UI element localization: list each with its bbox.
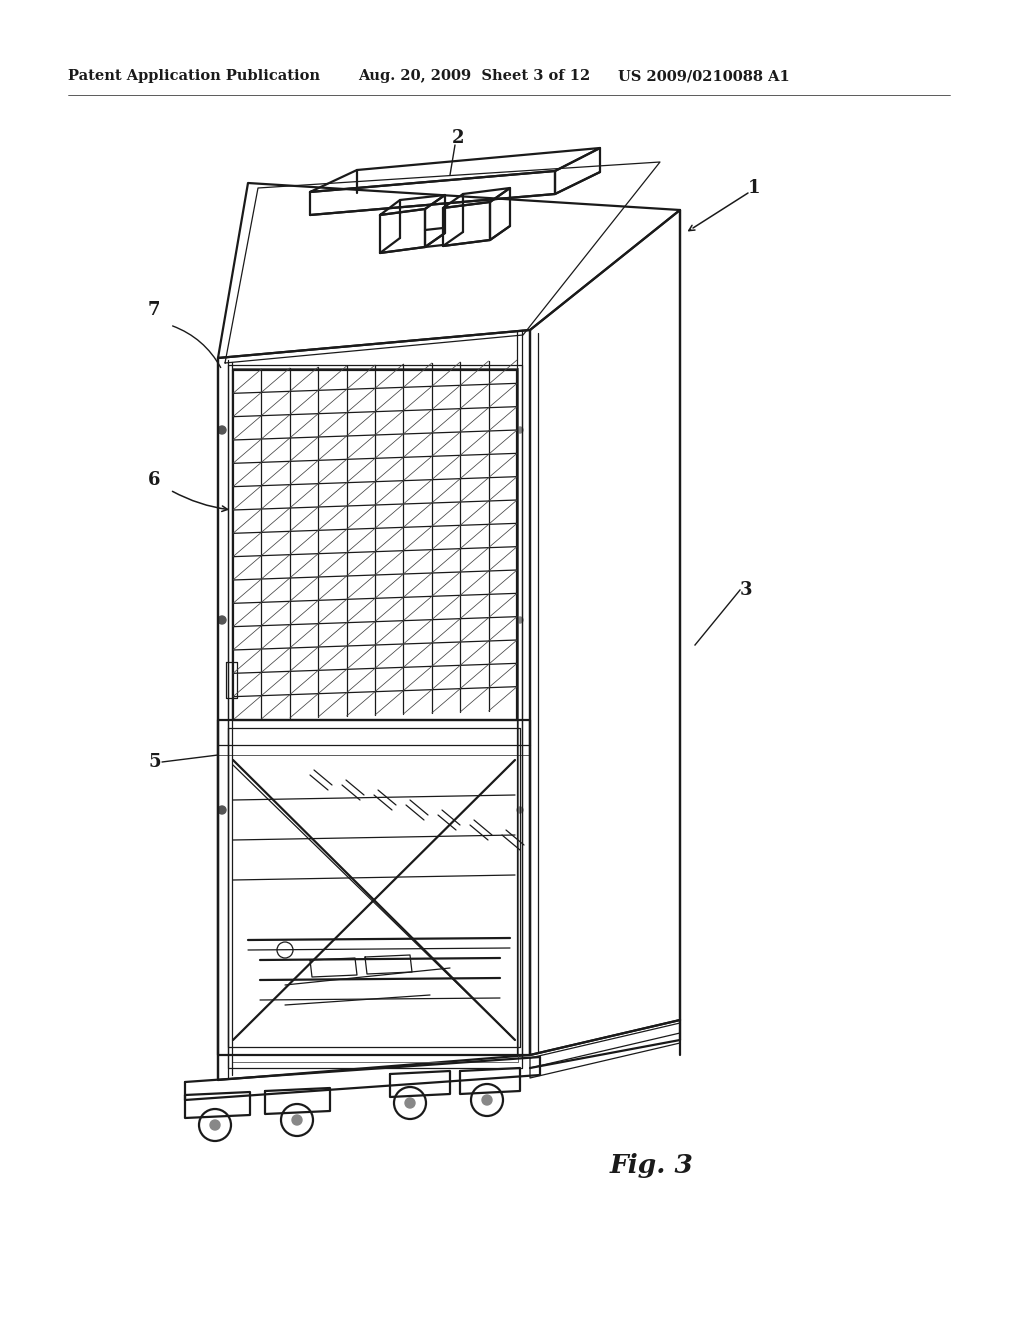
Circle shape bbox=[517, 616, 523, 623]
Circle shape bbox=[210, 1119, 220, 1130]
Circle shape bbox=[517, 426, 523, 433]
Text: 3: 3 bbox=[740, 581, 753, 599]
Circle shape bbox=[406, 1098, 415, 1107]
Circle shape bbox=[517, 807, 523, 813]
Text: 6: 6 bbox=[148, 471, 161, 488]
Text: Aug. 20, 2009  Sheet 3 of 12: Aug. 20, 2009 Sheet 3 of 12 bbox=[358, 69, 590, 83]
Text: 2: 2 bbox=[452, 129, 465, 147]
Circle shape bbox=[292, 1115, 302, 1125]
Circle shape bbox=[218, 807, 226, 814]
Text: 5: 5 bbox=[148, 752, 161, 771]
Circle shape bbox=[218, 426, 226, 434]
Text: 7: 7 bbox=[148, 301, 161, 319]
Circle shape bbox=[218, 616, 226, 624]
Text: Patent Application Publication: Patent Application Publication bbox=[68, 69, 319, 83]
Circle shape bbox=[482, 1096, 492, 1105]
Text: 1: 1 bbox=[748, 180, 761, 197]
Text: US 2009/0210088 A1: US 2009/0210088 A1 bbox=[618, 69, 790, 83]
Text: Fig. 3: Fig. 3 bbox=[610, 1152, 694, 1177]
